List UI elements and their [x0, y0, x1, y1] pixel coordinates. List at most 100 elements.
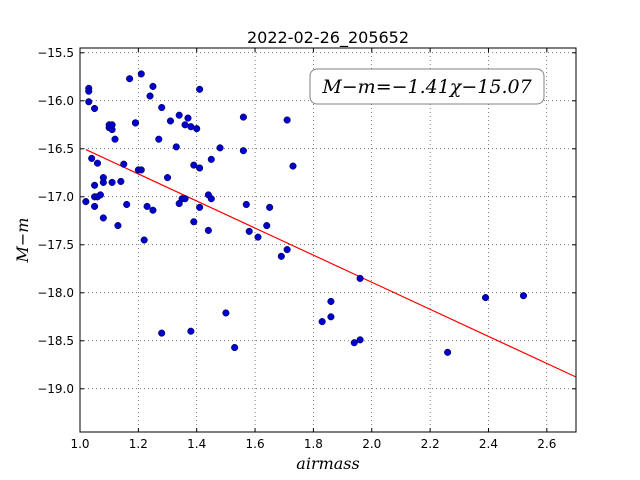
x-axis-label: airmass [296, 454, 359, 473]
data-point [204, 226, 212, 234]
y-tick-label: −15.5 [37, 46, 74, 60]
data-point [140, 236, 148, 244]
data-point [444, 348, 452, 356]
data-point [146, 92, 154, 100]
x-tick-label: 1.2 [129, 437, 148, 451]
data-point [114, 222, 122, 230]
data-point [137, 70, 145, 78]
chart-title: 2022-02-26_205652 [247, 28, 409, 48]
fit-line [85, 149, 577, 378]
data-point [137, 166, 145, 174]
data-point [222, 309, 230, 317]
data-point [266, 203, 274, 211]
data-point [283, 116, 291, 124]
data-point [96, 191, 104, 199]
data-point [88, 154, 96, 162]
data-point [155, 135, 163, 143]
data-point [123, 200, 131, 209]
data-point [111, 135, 119, 143]
data-point [318, 318, 326, 326]
data-point [327, 313, 335, 321]
data-point [242, 200, 250, 209]
data-point [216, 144, 224, 152]
data-point [108, 121, 116, 129]
fit-annotation: M−m=−1.41χ−15.07 [309, 68, 545, 105]
y-axis-ticks: −15.5 −16.0 −16.5 −17.0 −17.5 −18.0 −18.5 −19.0 [37, 46, 576, 396]
y-tick-label: −16.0 [37, 94, 74, 108]
x-tick-label: 2.0 [362, 437, 381, 451]
data-point [289, 162, 297, 170]
x-tick-label: 1.0 [70, 437, 89, 451]
data-point [263, 222, 271, 230]
data-point [482, 294, 490, 302]
fit-equation: M−m=−1.41χ−15.07 [321, 76, 532, 98]
data-point [184, 114, 192, 122]
data-point [149, 206, 157, 214]
data-point [120, 160, 128, 168]
data-point [231, 343, 239, 352]
data-point [190, 161, 198, 169]
y-tick-label: −17.5 [37, 238, 74, 252]
data-point [254, 233, 262, 241]
data-point [108, 178, 116, 186]
data-point [91, 202, 99, 210]
data-points [82, 70, 528, 356]
annotation-box [309, 68, 545, 105]
x-tick-label: 1.8 [304, 437, 323, 451]
y-tick-label: −18.0 [37, 286, 74, 300]
y-tick-label: −18.5 [37, 334, 74, 348]
data-point [196, 203, 204, 211]
x-tick-label: 1.4 [187, 437, 206, 451]
x-tick-label: 2.2 [421, 437, 440, 451]
data-point [99, 214, 107, 222]
y-tick-label: −16.5 [37, 142, 74, 156]
data-point [143, 202, 151, 210]
y-tick-label: −19.0 [37, 382, 74, 396]
data-point [181, 195, 189, 203]
data-point [91, 104, 99, 113]
data-point [117, 177, 125, 185]
data-point [85, 87, 93, 95]
data-point [350, 339, 358, 347]
data-point [175, 111, 183, 119]
fit-line-group [85, 149, 577, 378]
y-tick-label: −17.0 [37, 190, 74, 204]
data-point [283, 246, 291, 254]
data-point [196, 164, 204, 172]
data-point [158, 103, 166, 112]
x-tick-label: 2.6 [537, 437, 556, 451]
x-tick-label: 2.4 [479, 437, 498, 451]
data-point [207, 155, 215, 163]
data-point [91, 181, 99, 189]
data-point [239, 113, 247, 121]
x-axis-ticks: 1.0 1.2 1.4 1.6 1.8 2.0 2.2 2.4 2.6 [70, 48, 556, 451]
data-point [356, 336, 364, 344]
data-point [327, 297, 335, 305]
data-point [166, 117, 174, 125]
data-point [196, 85, 204, 93]
data-point [187, 327, 195, 335]
data-point [158, 329, 166, 337]
data-point [356, 274, 364, 282]
data-point [277, 252, 285, 260]
data-point [149, 82, 157, 90]
data-point [163, 174, 172, 182]
data-point [131, 119, 139, 127]
data-point [193, 125, 201, 133]
data-point [93, 159, 102, 167]
data-point [519, 292, 528, 300]
data-point [85, 98, 93, 106]
y-axis-label: M−m [13, 218, 32, 264]
data-point [190, 218, 198, 226]
data-point [239, 147, 247, 155]
plot-frame [79, 47, 577, 433]
data-point [126, 75, 134, 83]
data-point [99, 178, 107, 186]
data-point [245, 227, 253, 235]
data-point [82, 198, 90, 206]
data-point [207, 195, 215, 203]
grid-lines [79, 48, 576, 432]
x-tick-label: 1.6 [246, 437, 265, 451]
data-point [172, 143, 180, 151]
